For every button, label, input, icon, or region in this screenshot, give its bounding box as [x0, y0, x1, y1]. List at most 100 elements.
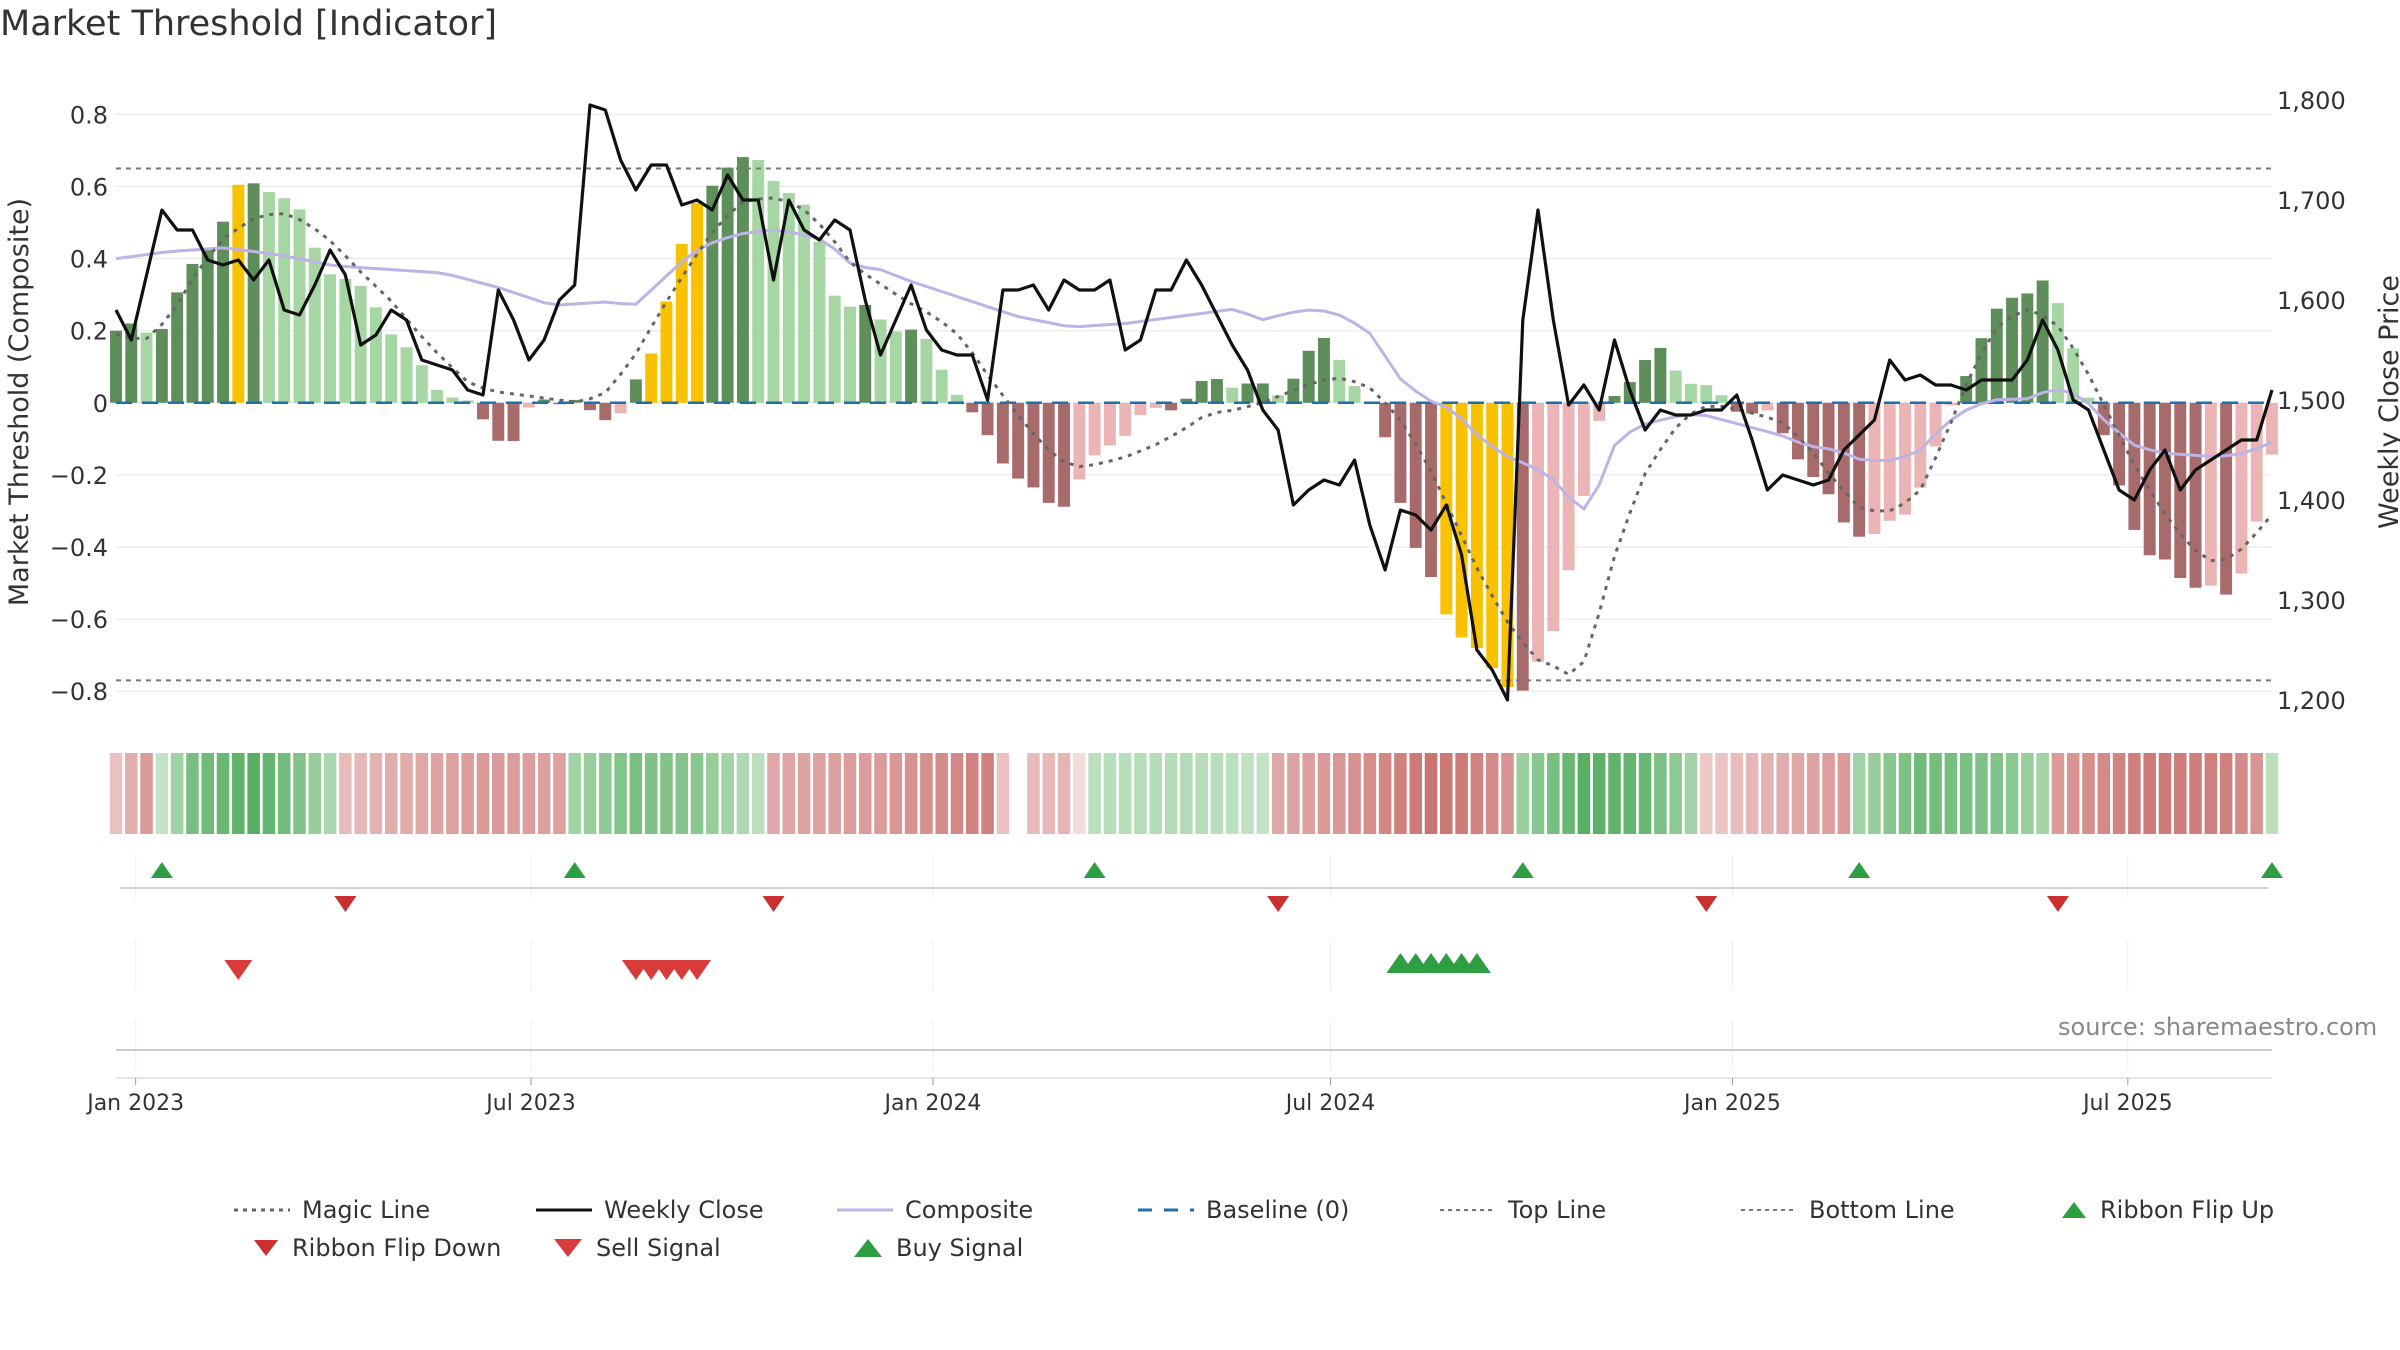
ribbon-segment — [2036, 753, 2049, 834]
histogram-bar — [477, 402, 489, 420]
ribbon-segment — [920, 753, 933, 834]
legend-item-baseline[interactable]: Baseline (0) — [1138, 1196, 1349, 1224]
ribbon-segment — [1470, 753, 1484, 834]
histogram-bar — [2204, 402, 2217, 586]
y-tick-left: −0.2 — [50, 462, 108, 490]
y-axis-left-label: Market Threshold (Composite) — [4, 197, 35, 607]
ribbon-segment — [262, 753, 276, 834]
histogram-bar — [1027, 402, 1040, 488]
histogram-bar — [1012, 402, 1025, 479]
histogram-bar — [247, 183, 260, 403]
ribbon-segment — [1975, 753, 1988, 834]
legend-item-buy-signal[interactable]: Buy Signal — [852, 1234, 1023, 1262]
ribbon-segment — [751, 753, 765, 834]
legend-item-top-line[interactable]: Top Line — [1440, 1196, 1606, 1224]
histogram-bar — [782, 193, 795, 403]
y-axis-right-label: Weekly Close Price — [2374, 274, 2400, 530]
composite-line — [115, 228, 2273, 512]
histogram-bar — [308, 247, 321, 403]
histogram-bar — [1318, 337, 1330, 403]
ribbon-flip-up-marker — [563, 862, 586, 878]
ribbon-flip-down-marker — [2046, 896, 2069, 912]
histogram-bar — [293, 209, 306, 403]
ribbon-segment — [2051, 753, 2065, 834]
ribbon-segment — [1654, 753, 1667, 834]
histogram-bar — [2250, 402, 2263, 522]
y-tick-right: 1,500 — [2277, 387, 2346, 415]
ribbon-segment — [1592, 753, 1606, 834]
histogram-bar — [1455, 402, 1468, 638]
legend-composite-swatch — [837, 1208, 893, 1212]
ribbon-segment — [1180, 753, 1193, 834]
histogram-bar — [1715, 395, 1728, 403]
sell-signal-marker — [224, 960, 253, 980]
histogram-bar — [1256, 383, 1269, 403]
legend-item-weekly-close[interactable]: Weekly Close — [536, 1196, 764, 1224]
ribbon-segment — [1516, 753, 1530, 834]
legend-bottom-line-swatch — [1741, 1209, 1797, 1211]
ribbon-segment — [339, 753, 352, 834]
ribbon-segment — [599, 753, 612, 834]
ribbon-segment — [109, 753, 123, 834]
histogram-bar — [828, 295, 841, 403]
ribbon-segment — [1638, 753, 1652, 834]
histogram-bar — [1149, 402, 1162, 408]
histogram-bar — [629, 379, 642, 403]
histogram-bar — [2220, 402, 2233, 595]
histogram-bar — [1868, 402, 1881, 535]
ribbon-segment — [629, 753, 643, 834]
histogram-bar — [843, 306, 856, 403]
ribbon-segment — [1103, 753, 1117, 834]
ribbon-segment — [2021, 753, 2034, 834]
legend-top-line-label: Top Line — [1508, 1196, 1607, 1224]
ribbon-segment — [155, 753, 169, 834]
histogram-bar — [507, 402, 520, 442]
histogram-bar — [1669, 370, 1682, 403]
sell-signal-marker — [683, 960, 712, 980]
histogram-bar — [1547, 402, 1560, 632]
ribbon-segment — [1929, 753, 1942, 834]
histogram-bar — [1180, 398, 1193, 403]
ribbon-segment — [1822, 753, 1835, 834]
y-tick-right: 1,400 — [2277, 487, 2346, 515]
ribbon-flip-up-marker — [1848, 862, 1871, 878]
histogram-bar — [2021, 293, 2034, 403]
histogram-bar — [660, 301, 673, 403]
histogram-bar — [1042, 402, 1055, 503]
histogram-bar — [140, 332, 153, 403]
ribbon-segment — [2097, 753, 2111, 834]
ribbon-segment — [874, 753, 887, 834]
ribbon-segment — [232, 753, 245, 834]
ribbon-segment — [1149, 753, 1163, 834]
ribbon-segment — [782, 753, 796, 834]
legend-item-composite[interactable]: Composite — [837, 1196, 1033, 1224]
ribbon-segment — [430, 753, 444, 834]
histogram-bar — [1425, 402, 1437, 578]
legend-item-magic-line[interactable]: Magic Line — [234, 1196, 430, 1224]
legend-item-sell-signal[interactable]: Sell Signal — [552, 1234, 721, 1262]
histogram-bar — [1853, 402, 1866, 537]
ribbon-segment — [1669, 753, 1682, 834]
ribbon-segment — [675, 753, 689, 834]
legend-item-bottom-line[interactable]: Bottom Line — [1741, 1196, 1955, 1224]
histogram-bar — [767, 180, 780, 403]
histogram-bar — [1226, 387, 1239, 403]
histogram-bar — [1562, 402, 1575, 571]
histogram-bar — [1058, 402, 1070, 507]
legend-item-ribbon-flip-down[interactable]: Ribbon Flip Down — [252, 1234, 501, 1262]
histogram-bar — [385, 334, 398, 403]
histogram-bar — [1333, 359, 1346, 403]
ribbon-segment — [1332, 753, 1346, 834]
histogram-bar — [1073, 402, 1086, 480]
legend-ribbon-flip-down-label: Ribbon Flip Down — [292, 1234, 502, 1262]
histogram-bar — [1761, 402, 1774, 411]
histogram-bar — [232, 184, 245, 403]
ribbon-segment — [476, 753, 490, 834]
ribbon-segment — [369, 753, 383, 834]
histogram-bar — [1210, 378, 1223, 403]
histogram-bar — [2189, 402, 2202, 588]
legend-item-ribbon-flip-up[interactable]: Ribbon Flip Up — [2060, 1196, 2274, 1224]
ribbon-segment — [2173, 753, 2187, 834]
ribbon-segment — [1424, 753, 1438, 834]
histogram-bar — [966, 402, 979, 413]
